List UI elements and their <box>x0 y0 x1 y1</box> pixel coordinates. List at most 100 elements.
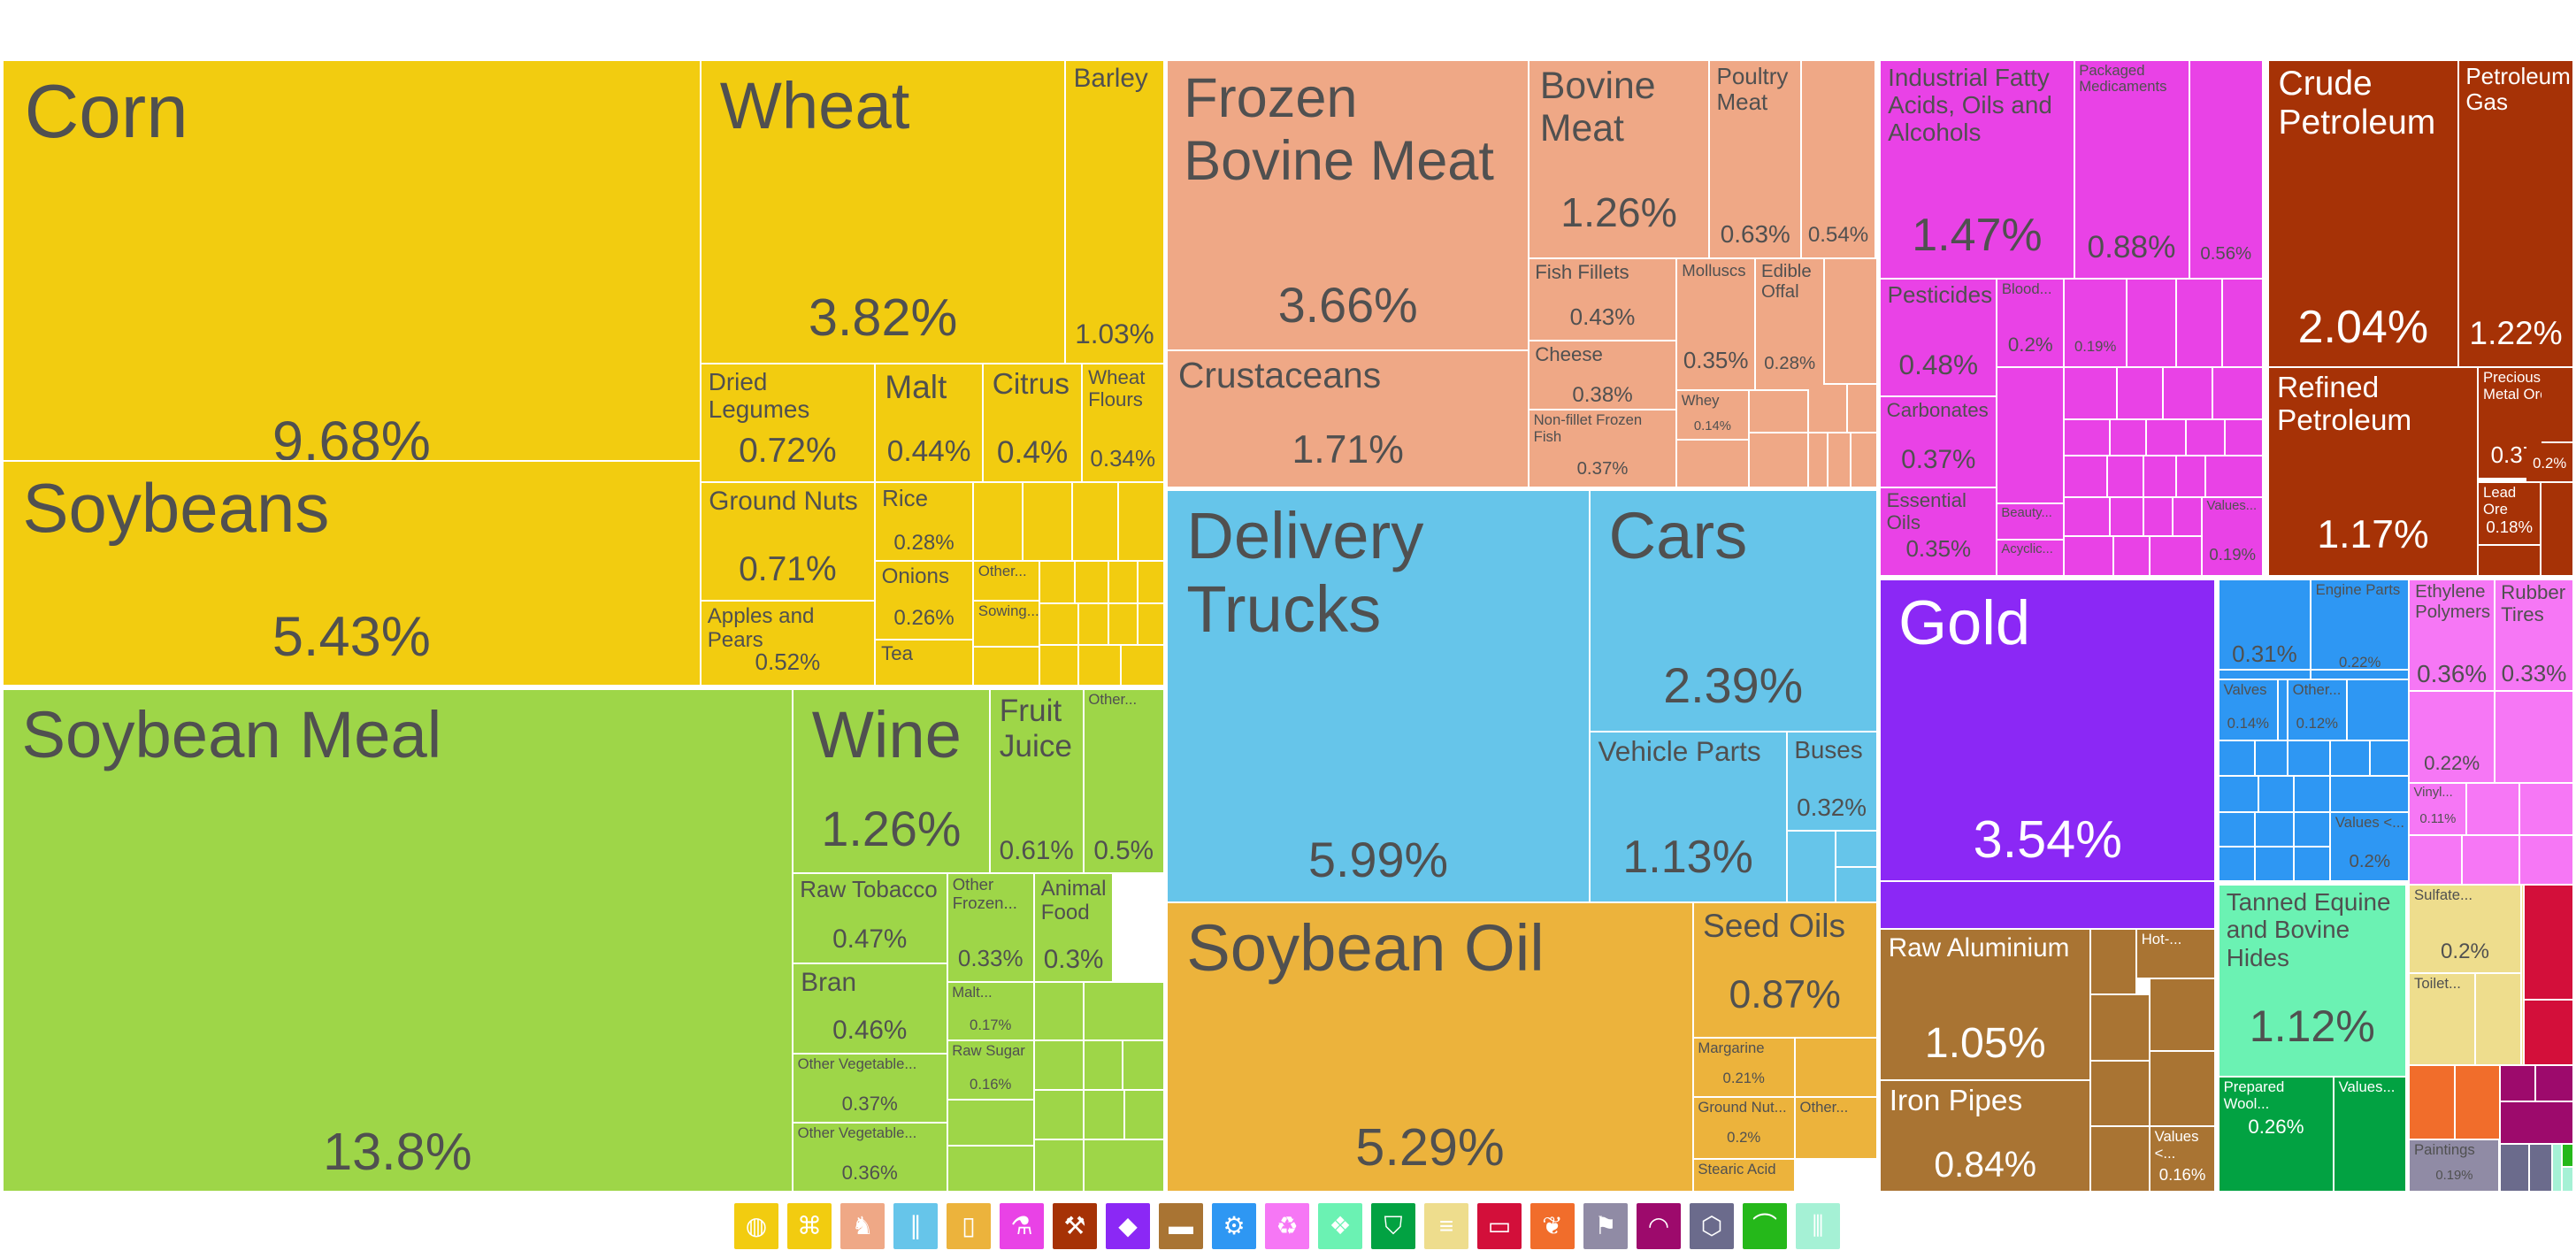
treemap-tile-other-frozen[interactable]: Other Frozen... 0.33% <box>947 873 1035 983</box>
treemap-tile-other[interactable]: Other... 0.5% <box>1084 689 1165 874</box>
treemap-tile-sowing[interactable]: Sowing... <box>974 601 1040 648</box>
treemap-tile-apples-and-pears[interactable]: Apples and Pears 0.52% <box>701 601 876 687</box>
treemap-tile-raw-aluminium[interactable]: Raw Aluminium 1.05% <box>1881 930 2092 1081</box>
treemap-small-tile[interactable] <box>2467 783 2520 837</box>
legend-box-icon[interactable]: ⬡ <box>1690 1203 1734 1249</box>
treemap-tile-poultry-meat[interactable]: Poultry Meat 0.63% <box>1710 60 1803 260</box>
treemap-tile-whey[interactable]: Whey 0.14% <box>1677 390 1750 441</box>
treemap-small-tile[interactable] <box>1084 1041 1124 1092</box>
treemap-small-tile[interactable] <box>2091 930 2138 996</box>
treemap-small-tile[interactable] <box>1828 433 1852 488</box>
treemap-small-tile[interactable] <box>2222 279 2265 368</box>
treemap-small-tile[interactable] <box>1039 645 1080 687</box>
treemap-small-tile[interactable] <box>2552 1145 2564 1193</box>
legend-road-icon[interactable]: ∥ <box>893 1203 938 1249</box>
treemap-tile-dried-legumes[interactable]: Dried Legumes 0.72% <box>701 364 876 483</box>
treemap-small-tile[interactable] <box>2500 1102 2575 1146</box>
treemap-small-tile[interactable] <box>1076 562 1109 605</box>
treemap-small-tile[interactable] <box>2065 420 2112 457</box>
treemap-small-tile[interactable] <box>2456 1066 2501 1140</box>
treemap-small-tile[interactable] <box>2519 836 2575 886</box>
treemap-small-tile[interactable] <box>2143 497 2174 538</box>
treemap-tile-industrial-fatty-acids-oils-and-alcohols[interactable]: Industrial Fatty Acids, Oils and Alcohol… <box>1881 60 2075 280</box>
treemap-small-tile[interactable] <box>1108 604 1138 646</box>
treemap-small-tile[interactable] <box>1749 390 1809 434</box>
treemap-small-tile[interactable] <box>1084 982 1165 1042</box>
treemap-small-tile[interactable] <box>1034 1139 1085 1193</box>
treemap-small-tile[interactable] <box>2475 974 2522 1067</box>
treemap-tile-barley[interactable]: Barley 1.03% <box>1066 60 1165 365</box>
treemap-small-tile[interactable] <box>1079 604 1109 646</box>
treemap-small-tile[interactable] <box>1848 384 1878 434</box>
treemap-tile-crude-petroleum[interactable]: Crude Petroleum 2.04% <box>2268 60 2460 368</box>
treemap-tile-pesticides[interactable]: Pesticides 0.48% <box>1881 279 1998 398</box>
treemap-small-tile[interactable] <box>2258 777 2296 814</box>
treemap-small-tile[interactable] <box>947 1147 1035 1193</box>
treemap-small-tile[interactable] <box>2529 1145 2553 1193</box>
legend-ticket-icon[interactable]: ▭ <box>1477 1203 1522 1249</box>
treemap-tile-raw-tobacco[interactable]: Raw Tobacco 0.47% <box>793 873 948 965</box>
treemap-tile-crustaceans[interactable]: Crustaceans 1.71% <box>1168 351 1530 488</box>
treemap-small-tile[interactable] <box>1118 482 1165 563</box>
treemap-tile-bovine-meat[interactable]: Bovine Meat 1.26% <box>1529 60 1711 260</box>
treemap-small-tile[interactable] <box>2219 777 2259 814</box>
treemap-tile-soybeans[interactable]: Soybeans 5.43% <box>3 461 702 687</box>
treemap-tile-other[interactable]: Other... <box>1795 1097 1878 1161</box>
treemap-tile-corn[interactable]: Corn 9.68% <box>3 60 702 462</box>
treemap-tile-iron-pipes[interactable]: Iron Pipes 0.84% <box>1881 1080 2092 1193</box>
treemap-small-tile[interactable] <box>1836 867 1878 904</box>
treemap-tile-gold[interactable]: Gold 3.54% <box>1881 579 2217 883</box>
treemap-tile-frozen-bovine-meat[interactable]: Frozen Bovine Meat 3.66% <box>1168 60 1530 352</box>
legend-recycle-icon[interactable]: ♻ <box>1265 1203 1309 1249</box>
treemap-small-tile[interactable] <box>2226 420 2265 457</box>
treemap-small-tile[interactable] <box>2541 367 2575 444</box>
treemap-small-tile[interactable] <box>1749 433 1809 488</box>
treemap-small-tile[interactable] <box>1034 1041 1085 1092</box>
treemap-small-tile[interactable] <box>2255 848 2296 883</box>
treemap-small-tile[interactable] <box>2219 813 2256 848</box>
treemap-small-tile[interactable] <box>2127 279 2177 368</box>
treemap-small-tile[interactable] <box>2370 740 2411 778</box>
treemap-small-tile[interactable] <box>2331 777 2411 814</box>
treemap-tile-ground-nut[interactable]: Ground Nut... 0.2% <box>1693 1097 1796 1161</box>
treemap-small-tile[interactable] <box>947 1101 1035 1147</box>
treemap-tile-other[interactable]: Other... 0.12% <box>2288 679 2348 741</box>
treemap-small-tile[interactable] <box>1795 1038 1878 1098</box>
treemap-small-tile[interactable] <box>1084 1139 1165 1193</box>
treemap-tile-other[interactable]: Other... <box>974 562 1040 602</box>
treemap-small-tile[interactable] <box>2462 836 2520 886</box>
treemap-tile-values[interactable]: Values <... 0.16% <box>2150 1126 2217 1193</box>
treemap-tile-soybean-meal[interactable]: Soybean Meal 13.8% <box>3 689 794 1193</box>
treemap-small-tile[interactable] <box>2065 497 2112 538</box>
treemap-small-tile[interactable] <box>1084 1091 1126 1140</box>
treemap-small-tile[interactable] <box>1108 562 1138 605</box>
treemap-tile-wheat-flours[interactable]: Wheat Flours 0.34% <box>1082 364 1165 483</box>
legend-hide-icon[interactable]: ❖ <box>1318 1203 1362 1249</box>
treemap-small-tile[interactable] <box>2525 1000 2575 1067</box>
treemap-tile-unlabeled[interactable]: 0.54% <box>1802 60 1876 260</box>
treemap-small-tile[interactable] <box>2519 783 2575 837</box>
treemap-small-tile[interactable] <box>2117 367 2164 421</box>
treemap-small-tile[interactable] <box>2219 848 2256 883</box>
treemap-tile-valves[interactable]: Valves 0.14% <box>2219 679 2279 741</box>
treemap-tile-carbonates[interactable]: Carbonates 0.37% <box>1881 397 1998 488</box>
legend-gauge-icon[interactable]: ◠ <box>1637 1203 1681 1249</box>
treemap-small-tile[interactable] <box>2295 813 2332 848</box>
treemap-tile-essential-oils[interactable]: Essential Oils 0.35% <box>1881 487 1998 577</box>
treemap-tile-hot[interactable]: Hot-... <box>2137 930 2217 979</box>
treemap-small-tile[interactable] <box>2331 740 2371 778</box>
treemap-small-tile[interactable] <box>2114 537 2150 577</box>
treemap-small-tile[interactable] <box>2536 1066 2575 1103</box>
treemap-small-tile[interactable] <box>2500 1066 2537 1103</box>
treemap-tile-tanned-equine-and-bovine-hides[interactable]: Tanned Equine and Bovine Hides 1.12% <box>2219 885 2407 1078</box>
treemap-tile-vehicle-parts[interactable]: Vehicle Parts 1.13% <box>1590 733 1788 904</box>
treemap-tile-bran[interactable]: Bran 0.46% <box>793 964 948 1055</box>
treemap-tile-wine[interactable]: Wine 1.26% <box>793 689 991 874</box>
treemap-tile-rubber-tires[interactable]: Rubber Tires 0.33% <box>2495 579 2575 692</box>
treemap-small-tile[interactable] <box>2065 367 2118 421</box>
legend-gear-icon[interactable]: ⚙ <box>1212 1203 1256 1249</box>
treemap-small-tile[interactable] <box>2186 420 2227 457</box>
treemap-tile-edible-offal[interactable]: Edible Offal 0.28% <box>1756 259 1826 391</box>
treemap-small-tile[interactable] <box>2288 740 2332 778</box>
treemap-small-tile[interactable] <box>2295 777 2332 814</box>
